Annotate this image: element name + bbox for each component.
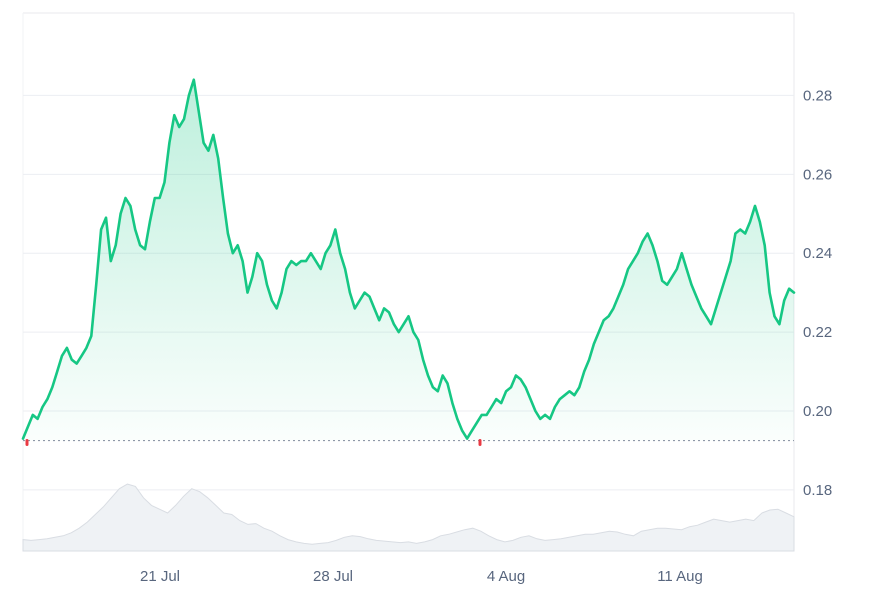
x-tick-label: 4 Aug (487, 568, 525, 585)
price-area-fill (23, 79, 794, 441)
y-tick-label: 0.18 (803, 482, 832, 499)
y-axis: 0.18 0.20 0.22 0.24 0.26 0.28 (803, 87, 832, 498)
y-tick-label: 0.24 (803, 245, 832, 262)
x-tick-label: 21 Jul (140, 568, 180, 585)
y-tick-label: 0.20 (803, 403, 832, 420)
y-tick-label: 0.28 (803, 87, 832, 104)
volume-area (22, 483, 795, 552)
x-tick-label: 28 Jul (313, 568, 353, 585)
area-layer (23, 79, 794, 441)
y-tick-label: 0.26 (803, 166, 832, 183)
x-tick-label: 11 Aug (657, 568, 703, 585)
line-layer (21, 78, 796, 447)
y-tick-label: 0.22 (803, 324, 832, 341)
x-axis: 21 Jul 28 Jul 4 Aug 11 Aug (140, 568, 703, 585)
volume-layer (22, 483, 795, 552)
price-line (21, 78, 796, 440)
